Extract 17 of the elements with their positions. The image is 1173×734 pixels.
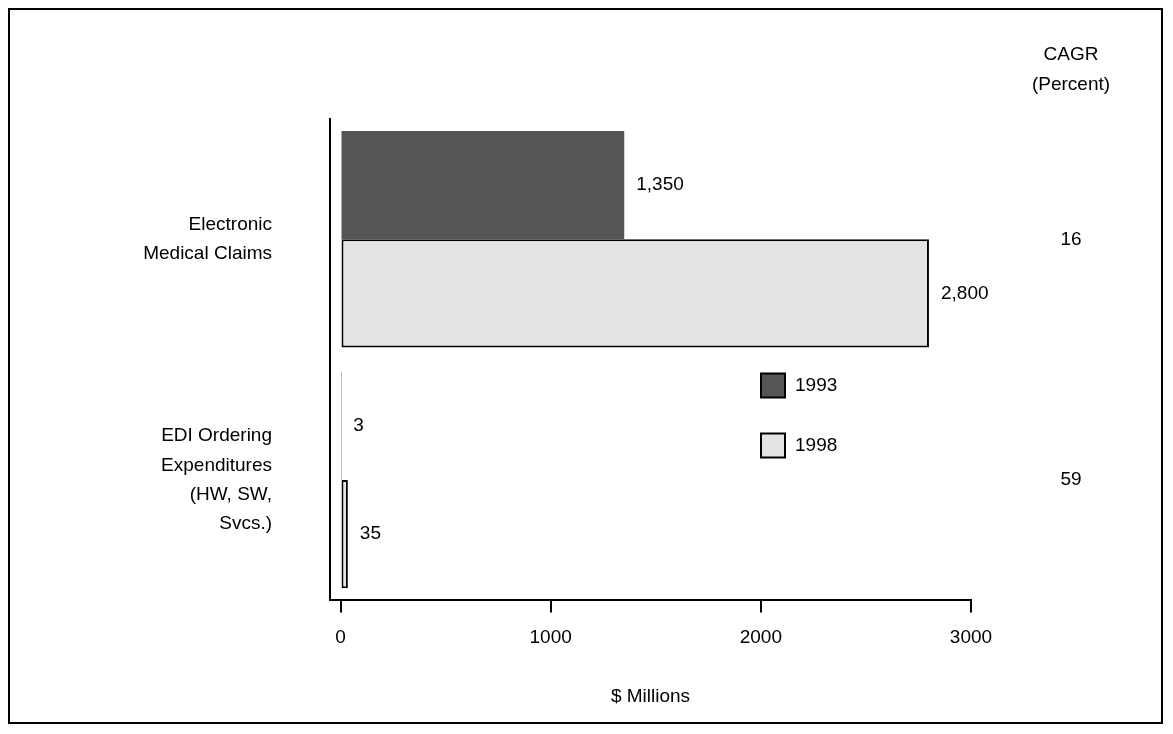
x-axis-title: $ Millions: [610, 684, 691, 706]
data-label: 3: [353, 414, 364, 436]
x-tick-label: 3000: [949, 626, 993, 648]
bar: [341, 130, 625, 240]
x-tick-label: 1000: [529, 626, 572, 648]
text: CAGR (Percent): [1031, 43, 1111, 95]
data-label: 35: [359, 522, 381, 544]
text: 59: [1060, 468, 1082, 490]
legend-label: 1998: [795, 433, 838, 455]
y-tick-label: Electronic Medical Claims: [143, 212, 272, 264]
y-tick-label: EDI Ordering Expenditures (HW, SW, Svcs.): [161, 424, 272, 534]
legend-label: 1993: [795, 373, 838, 395]
x-tick-label: 2000: [739, 626, 782, 648]
text: 16: [1060, 227, 1082, 249]
data-label: 2,800: [940, 281, 989, 303]
x-tick-label: 0: [335, 626, 346, 648]
data-label: 1,350: [636, 173, 684, 195]
